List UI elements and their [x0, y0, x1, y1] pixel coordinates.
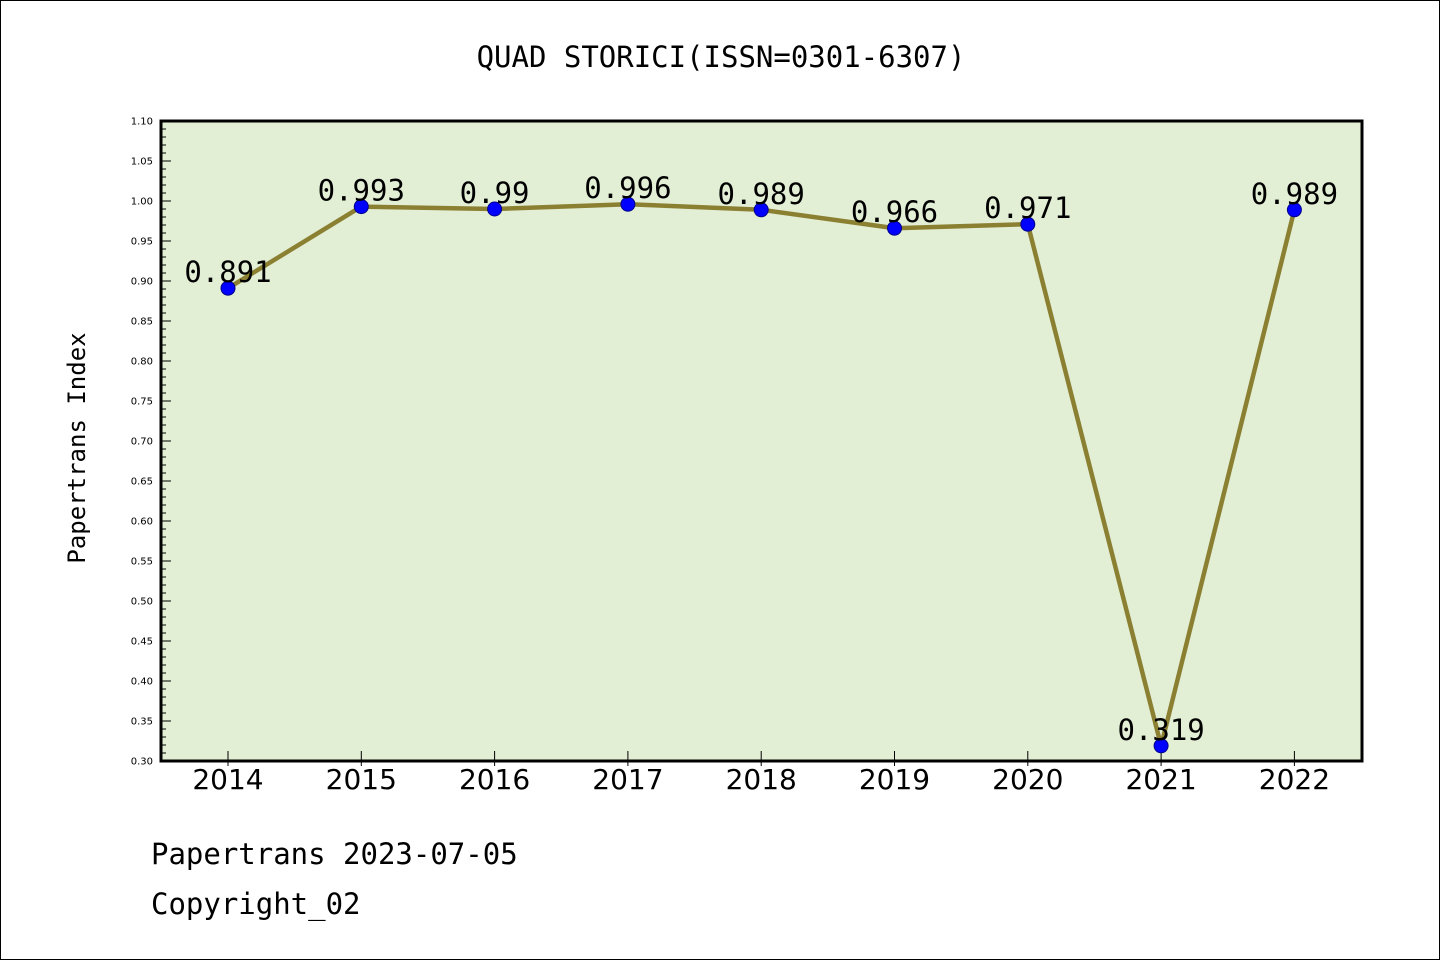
y-tick-label: 0.35	[131, 717, 153, 728]
data-labels: 0.891 0.993 0.99 0.996 0.989 0.966 0.971 0.319 0…	[184, 171, 1338, 747]
data-label: 0.319	[1117, 713, 1204, 747]
x-tick-label: 2021	[1125, 763, 1196, 796]
series-markers	[220, 196, 1302, 754]
y-tick-label: 0.80	[131, 357, 153, 368]
y-tick-label: 1.10	[131, 117, 153, 128]
y-tick-label: 0.60	[131, 517, 153, 528]
data-point	[1020, 216, 1036, 232]
data-label: 0.989	[1251, 177, 1338, 211]
data-label: 0.966	[851, 195, 938, 229]
y-tick-label: 1.05	[131, 157, 153, 168]
y-tick-label: 0.95	[131, 237, 153, 248]
y-tick-label: 0.45	[131, 637, 153, 648]
data-point	[887, 220, 902, 236]
data-point	[487, 201, 503, 217]
x-tick-label: 2019	[859, 763, 930, 796]
y-tick-label: 0.30	[131, 757, 153, 768]
data-point	[1286, 202, 1302, 218]
data-point	[1153, 738, 1169, 754]
x-tick-label: 2014	[192, 763, 263, 796]
y-tick-label: 0.70	[131, 437, 153, 448]
x-tick-label: 2015	[326, 763, 397, 796]
data-label: 0.891	[184, 255, 271, 289]
data-label: 0.993	[318, 174, 405, 208]
plot-area	[161, 121, 1362, 761]
data-label: 0.99	[460, 176, 530, 210]
footer-copyright: Copyright_02	[151, 887, 361, 921]
data-point	[353, 199, 369, 215]
data-label: 0.971	[984, 191, 1071, 225]
chart-title: QUAD STORICI(ISSN=0301-6307)	[477, 40, 966, 74]
y-tick-label: 0.90	[131, 277, 153, 288]
x-tick-label: 2017	[592, 763, 663, 796]
plot-border	[159, 119, 1364, 763]
data-point	[220, 280, 236, 296]
x-tick-label: 2020	[992, 763, 1063, 796]
data-label: 0.989	[718, 177, 805, 211]
axis-ticks: 0.30 0.35 0.40 0.45 0.50 0.55 0.60 0.65 0.70 0.75…	[131, 117, 1330, 797]
x-tick-label: 2016	[459, 763, 530, 796]
footer-date: Papertrans 2023-07-05	[151, 837, 518, 871]
y-tick-label: 0.40	[131, 677, 153, 688]
x-tick-label: 2022	[1259, 763, 1330, 796]
data-label: 0.996	[584, 171, 671, 205]
data-point	[753, 202, 769, 218]
y-tick-label: 0.50	[131, 597, 153, 608]
y-axis-label: Papertrans Index	[63, 332, 91, 563]
y-tick-label: 0.55	[131, 557, 153, 568]
y-tick-label: 0.75	[131, 397, 153, 408]
x-tick-label: 2018	[726, 763, 797, 796]
y-tick-label: 0.65	[131, 477, 153, 488]
y-tick-label: 0.85	[131, 317, 153, 328]
y-tick-label: 1.00	[131, 197, 153, 208]
data-point	[620, 196, 636, 212]
